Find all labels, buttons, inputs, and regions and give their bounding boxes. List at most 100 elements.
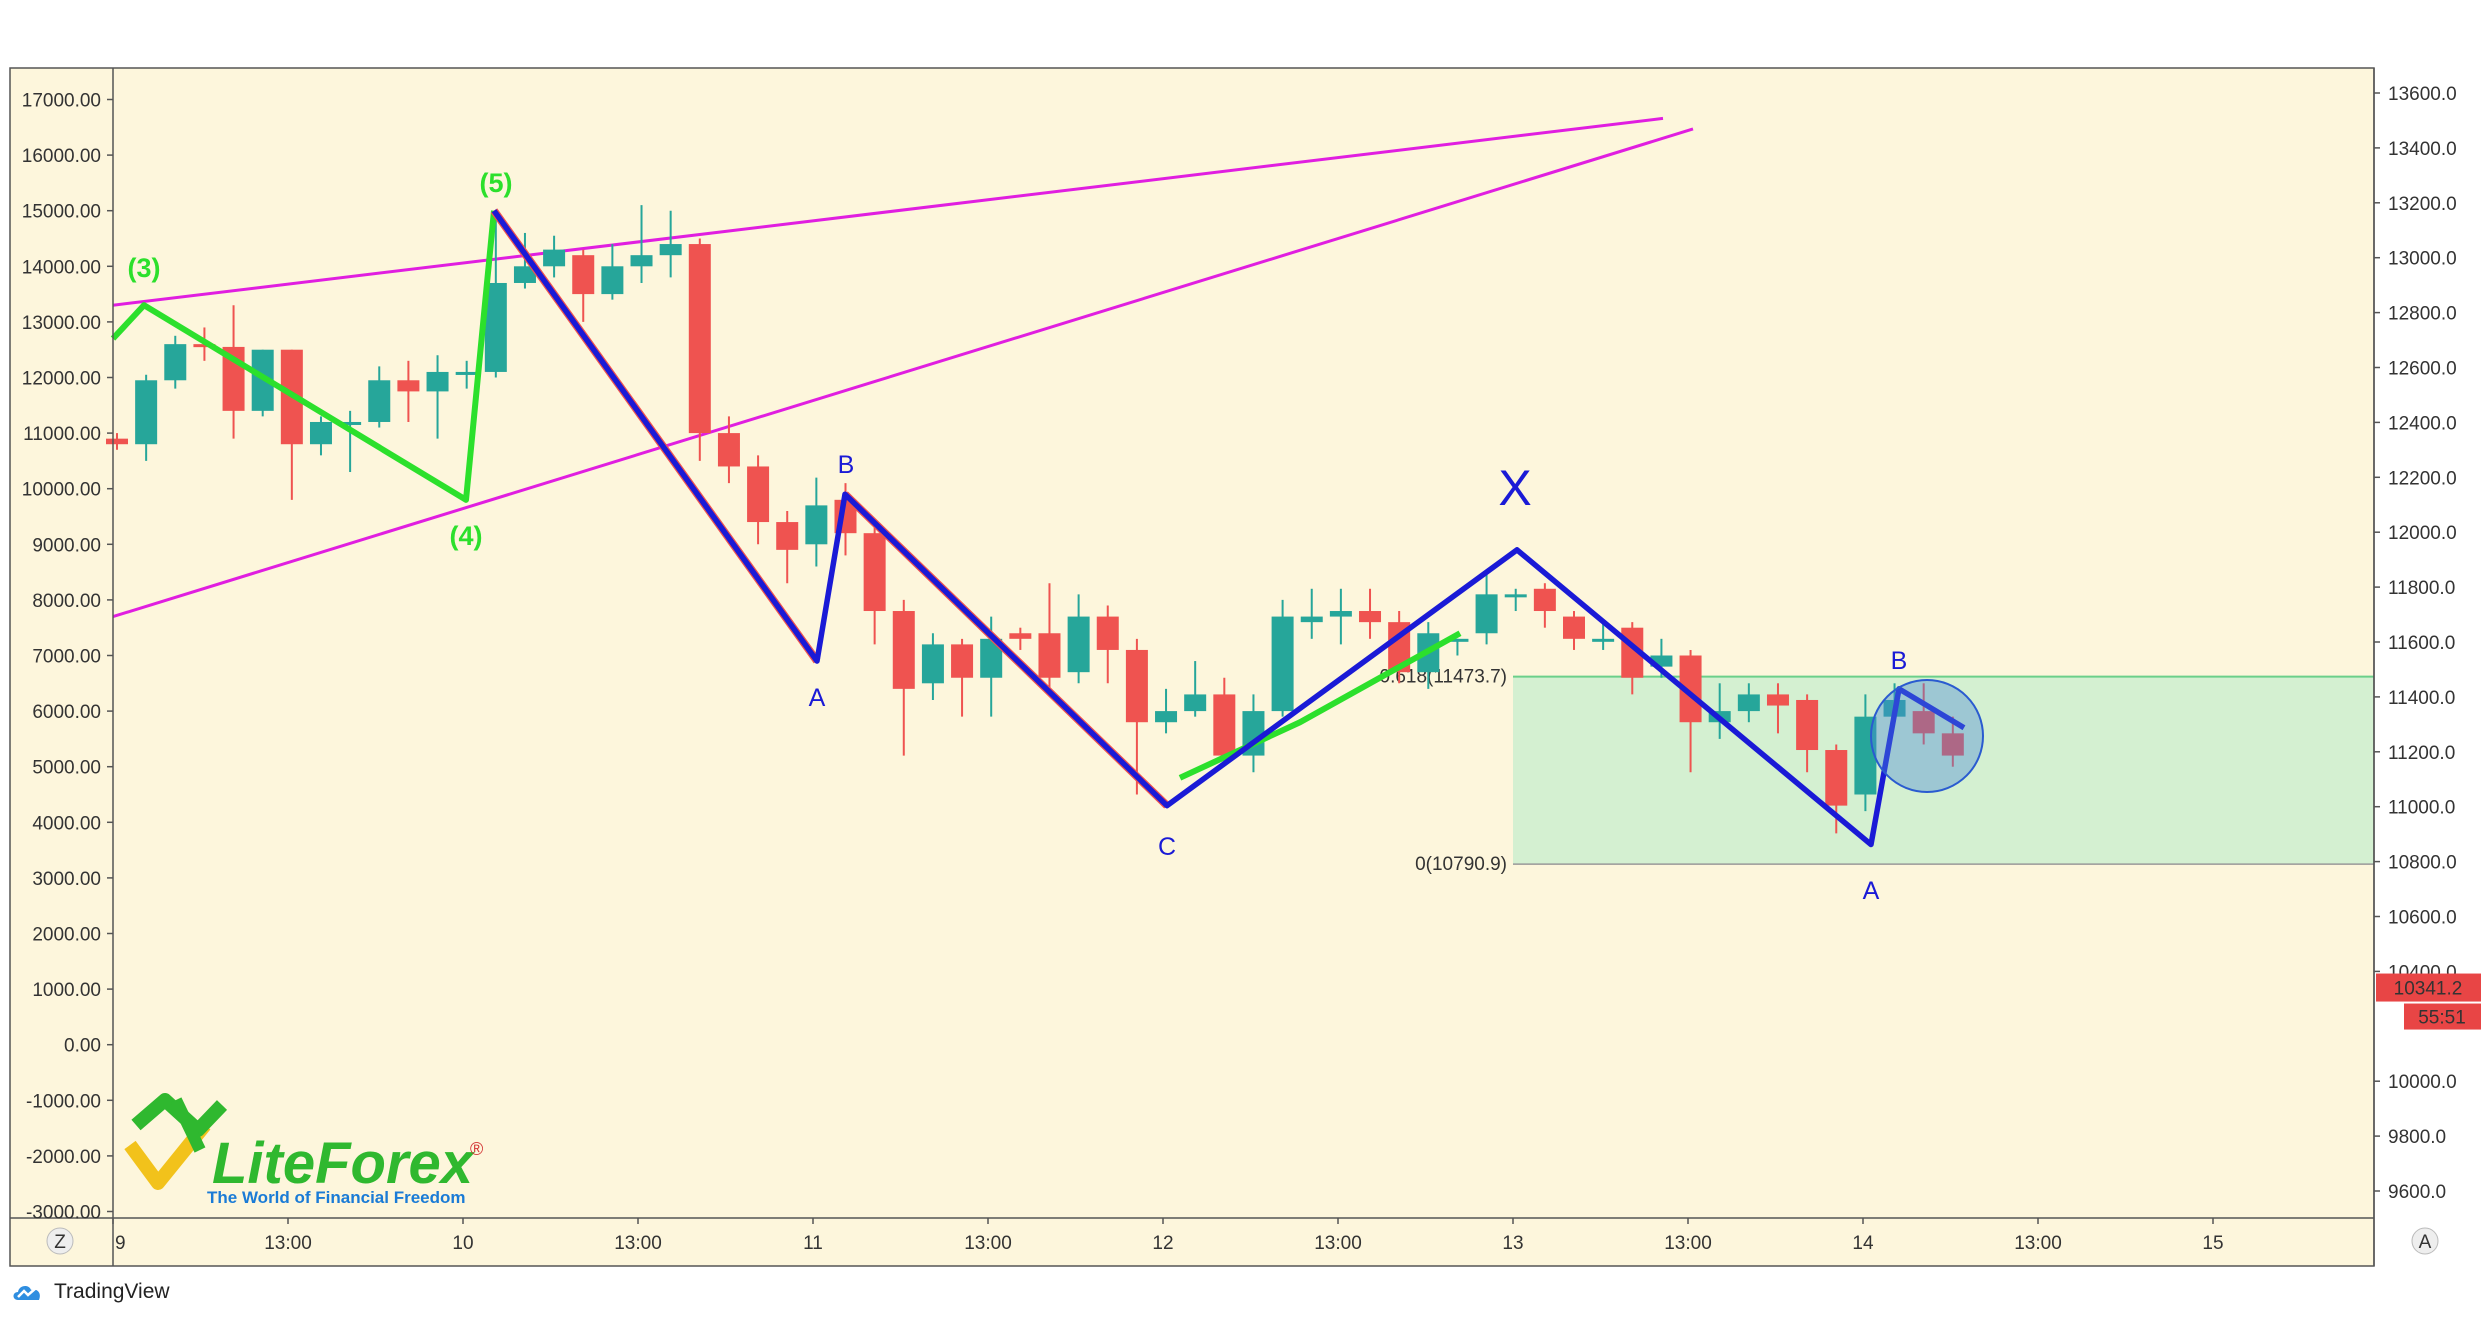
candle-body	[1679, 655, 1702, 723]
candle	[1155, 688, 1178, 734]
wave-label: A	[1863, 877, 1880, 905]
right-tick-label: 9600.0	[2388, 1182, 2446, 1203]
candle-body	[339, 421, 362, 425]
fib-label-0: 0(10790.9)	[1415, 854, 1507, 875]
candle	[1504, 588, 1527, 612]
logo-name: LiteForex	[212, 1131, 476, 1196]
x-tick-label: 10	[452, 1233, 473, 1254]
left-tick-label: 11000.00	[23, 424, 101, 445]
candle-body	[1475, 594, 1498, 634]
candle	[1096, 605, 1119, 684]
left-tick-label: 1000.00	[32, 980, 101, 1001]
candle-body	[513, 266, 536, 283]
fib-zone: 0.618(11473.7) 0(10790.9)	[1380, 667, 2374, 875]
candle	[659, 210, 682, 278]
candle-body	[1737, 694, 1760, 712]
countdown-label: 55:51	[2418, 1008, 2466, 1029]
candle-body	[980, 638, 1003, 678]
left-tick-label: 9000.00	[32, 535, 101, 556]
candle-body	[688, 244, 711, 434]
x-tick-label: 11	[803, 1233, 823, 1254]
candle	[543, 235, 566, 278]
right-tick-label: 12000.0	[2388, 523, 2457, 544]
price-tag-label: 10341.2	[2394, 979, 2463, 1000]
left-tick-label: 6000.00	[32, 702, 101, 723]
auto-scale-button[interactable]: A	[2411, 1227, 2439, 1255]
candle-body	[135, 380, 158, 445]
candle	[1009, 627, 1032, 650]
candle-body	[1271, 616, 1294, 712]
candle	[630, 205, 653, 283]
candle-body	[1009, 633, 1032, 639]
x-tick-label: 14	[1852, 1233, 1874, 1254]
auto-scale-button-label: A	[2419, 1232, 2432, 1253]
left-tick-label: 7000.00	[32, 647, 101, 668]
candle	[1766, 683, 1789, 734]
trendlines	[112, 116, 1694, 619]
x-tick-label: 13:00	[2014, 1233, 2062, 1254]
candle	[1533, 583, 1556, 628]
x-tick-label: 9	[115, 1233, 126, 1254]
zoom-corner-button[interactable]: Z	[46, 1227, 74, 1255]
candle-body	[484, 282, 507, 372]
left-tick-label: 8000.00	[32, 591, 101, 612]
candle	[1737, 683, 1760, 723]
candle-body	[1912, 711, 1935, 734]
candle	[776, 510, 799, 584]
right-tick-label: 9800.0	[2388, 1127, 2446, 1148]
candle	[426, 355, 449, 439]
correction-wave-line	[491, 209, 1966, 848]
auto-scale-button-circle	[2411, 1227, 2439, 1255]
right-tick-label: 10600.0	[2388, 908, 2457, 929]
tradingview-footer[interactable]: TradingView	[10, 1280, 170, 1304]
wave-label: X	[1498, 460, 1531, 516]
left-tick-label: 13000.00	[22, 313, 101, 334]
candle-body	[1941, 733, 1964, 756]
candle	[106, 433, 128, 450]
left-tick-label: -1000.00	[26, 1091, 101, 1112]
right-tick-label: 12400.0	[2388, 413, 2457, 434]
left-tick-label: -2000.00	[26, 1147, 101, 1168]
candle	[309, 416, 332, 456]
candle-body	[368, 380, 391, 422]
candle-body	[863, 533, 886, 612]
candle	[1271, 599, 1294, 717]
right-tick-label: 13400.0	[2388, 139, 2457, 160]
candle-body	[1096, 616, 1119, 650]
wave-label: (5)	[480, 168, 513, 198]
right-tick-label: 12600.0	[2388, 359, 2457, 380]
left-tick-label: -3000.00	[26, 1203, 101, 1224]
candle	[1067, 594, 1090, 684]
candle-body	[1592, 638, 1615, 642]
wave-label: (3)	[128, 253, 161, 283]
right-tick-label: 11400.0	[2388, 688, 2455, 709]
candle-body	[1329, 611, 1352, 617]
candle	[1941, 716, 1964, 767]
candle	[747, 455, 770, 545]
candle	[1359, 588, 1382, 639]
countdown-box	[2404, 1003, 2481, 1030]
zoom-corner-button-label: Z	[54, 1232, 66, 1253]
wave-shadow-3	[1178, 630, 1462, 781]
candle	[1592, 622, 1615, 650]
wave-label: B	[838, 451, 855, 479]
left-tick-label: 2000.00	[32, 925, 101, 946]
candle	[1300, 588, 1323, 639]
logo-mark-yellow	[124, 1120, 211, 1190]
tradingview-label: TradingView	[54, 1280, 170, 1303]
right-tick-label: 10000.0	[2388, 1072, 2457, 1093]
wave-label: B	[1891, 647, 1908, 675]
right-tick-label: 10800.0	[2388, 853, 2457, 874]
wave-labels: (3) (4) (5) A B C X A B	[128, 168, 1908, 905]
candle-body	[1563, 616, 1585, 639]
right-tick-label: 13600.0	[2388, 84, 2457, 105]
candle	[688, 238, 711, 461]
left-tick-label: 0.00	[64, 1036, 101, 1057]
candle	[397, 360, 420, 422]
left-tick-label: 4000.00	[32, 813, 101, 834]
x-tick-label: 13:00	[964, 1233, 1012, 1254]
candle-body	[106, 438, 128, 445]
candle	[863, 522, 886, 645]
left-tick-label: 3000.00	[32, 869, 101, 890]
